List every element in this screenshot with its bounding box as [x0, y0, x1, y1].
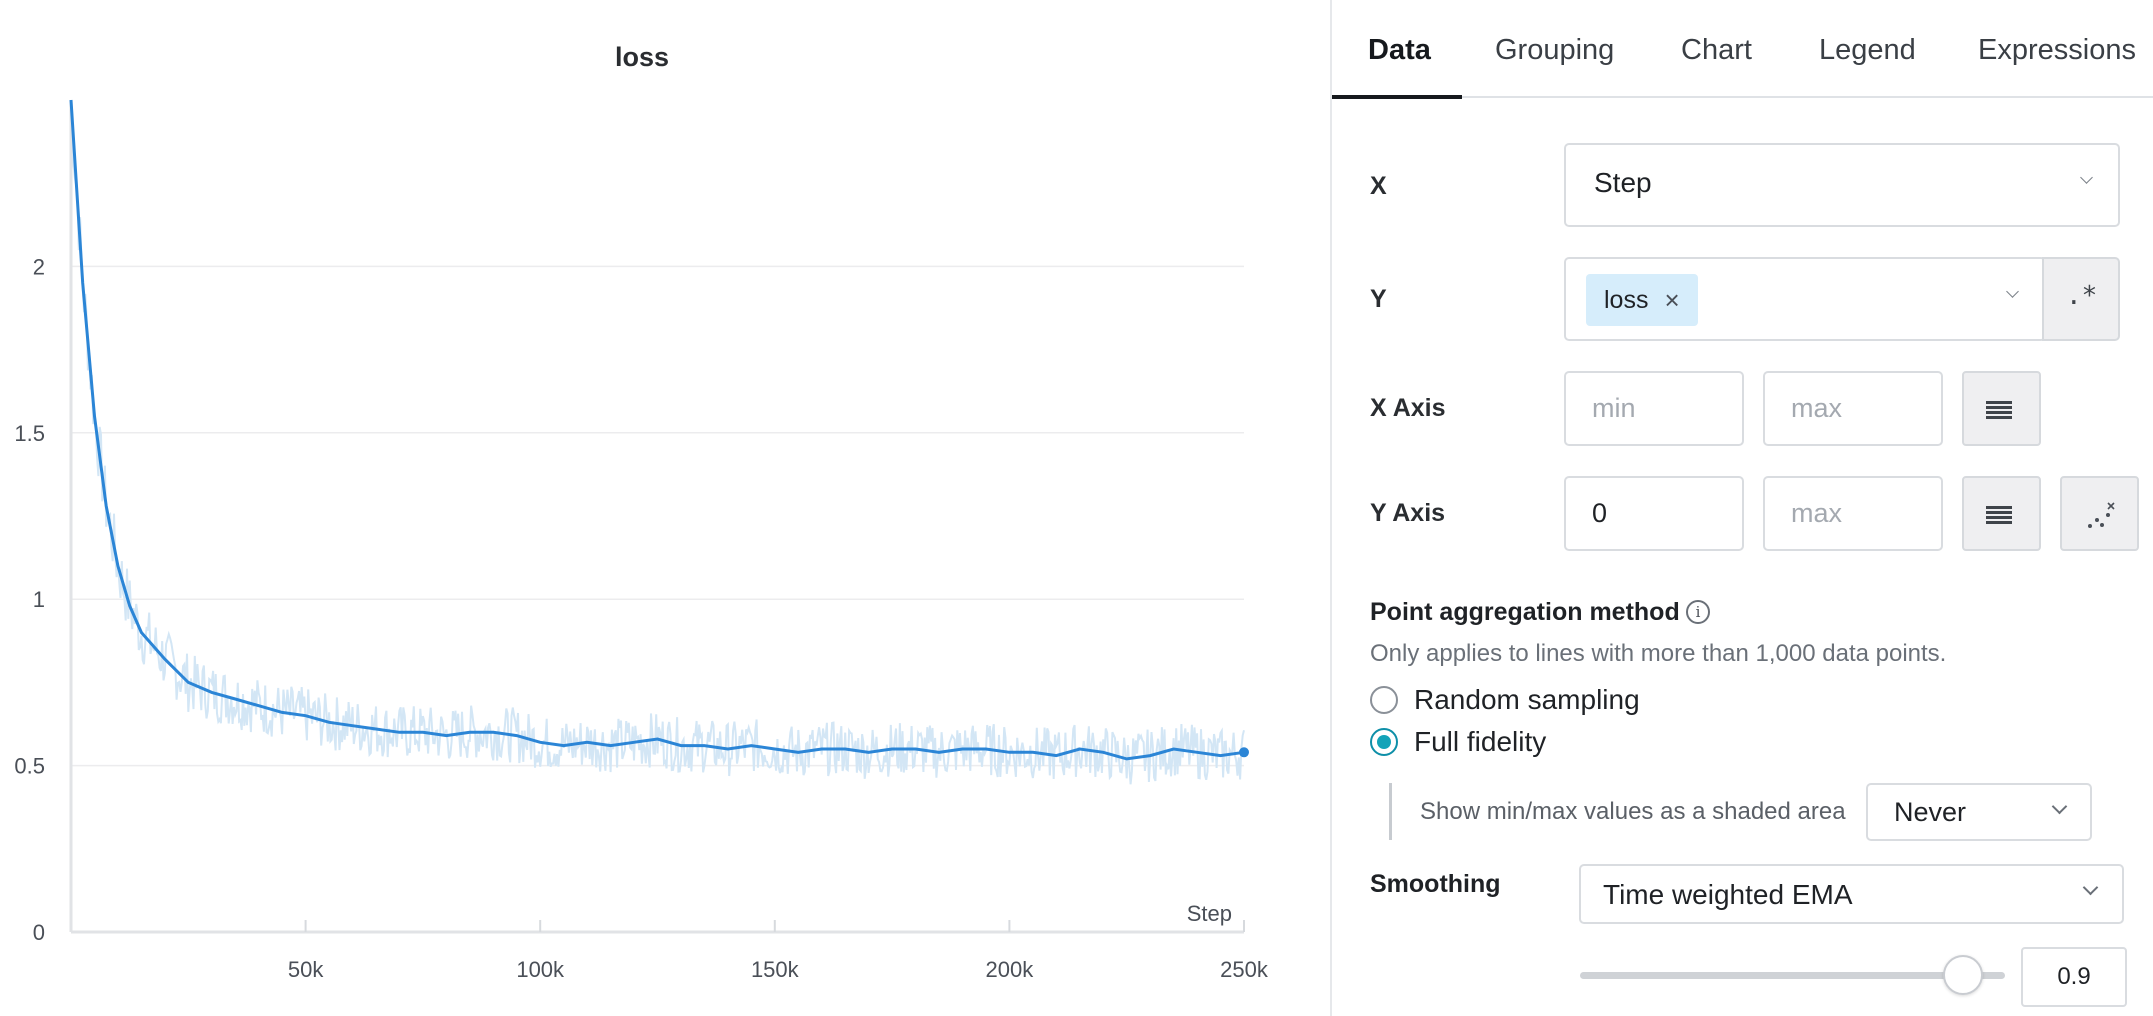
smoothing-method-value: Time weighted EMA — [1603, 879, 1853, 910]
smoothing-slider-thumb[interactable] — [1942, 955, 1983, 995]
linear-scale-icon — [1986, 401, 2012, 404]
y-axis-min-value: 0 — [1592, 498, 1608, 528]
y-axis-min-input[interactable]: 0 — [1564, 476, 1744, 551]
x-axis-max-input[interactable]: max — [1763, 371, 1943, 446]
shaded-area-select[interactable]: Never — [1866, 783, 2092, 841]
log-scale-icon — [2088, 502, 2115, 528]
tab-legend[interactable]: Legend — [1819, 34, 1916, 66]
grid-lines — [71, 265, 1244, 767]
y-axis-log-scale-button[interactable] — [2060, 476, 2139, 551]
y-chip-label: loss — [1604, 285, 1649, 314]
chevron-down-icon — [2051, 798, 2068, 815]
x-axis-min-placeholder: min — [1592, 393, 1636, 423]
aggregation-hint: Only applies to lines with more than 1,0… — [1370, 640, 1947, 667]
x-tick-label: 150k — [751, 957, 800, 982]
shaded-area-value: Never — [1894, 797, 1967, 827]
series-end-point — [1239, 747, 1249, 758]
tab-bar: Data Grouping Chart Legend Expressions — [1332, 0, 2153, 99]
smoothing-slider-track[interactable] — [1580, 972, 2005, 979]
chart-panel: loss 0 0.5 1 1.5 2 50k 100k 150k 200k 250k Step — [14, 42, 1269, 982]
x-tick-label: 200k — [986, 957, 1035, 982]
y-axis-max-input[interactable]: max — [1763, 476, 1943, 551]
chevron-down-icon — [2082, 879, 2099, 896]
shaded-area-label: Show min/max values as a shaded area — [1420, 798, 1846, 825]
x-axis-label: Step — [1187, 901, 1232, 926]
close-icon[interactable]: × — [1664, 284, 1680, 315]
y-axis-label: Y Axis — [1370, 499, 1446, 527]
y-axis-max-placeholder: max — [1791, 498, 1843, 528]
aggregation-title: Point aggregation method — [1370, 598, 1680, 626]
smoothing-label: Smoothing — [1370, 870, 1501, 898]
radio-random-sampling[interactable]: Random sampling — [1370, 684, 1640, 716]
tab-chart[interactable]: Chart — [1681, 34, 1752, 66]
radio-full-fidelity-input[interactable] — [1370, 728, 1398, 756]
x-tick-label: 250k — [1220, 957, 1269, 982]
active-tab-indicator — [1332, 95, 1462, 99]
y-tick-label: 1 — [33, 587, 45, 612]
smoothing-method-select[interactable]: Time weighted EMA — [1579, 864, 2124, 924]
x-tick-label: 50k — [288, 957, 324, 982]
x-select[interactable]: Step — [1564, 143, 2120, 227]
y-tick-label: 0.5 — [14, 754, 45, 779]
chart-title: loss — [615, 42, 669, 72]
radio-full-fidelity-label: Full fidelity — [1414, 726, 1547, 757]
chevron-down-icon — [2006, 285, 2019, 298]
x-tick-label: 100k — [516, 957, 565, 982]
radio-random-sampling-input[interactable] — [1370, 686, 1398, 714]
x-axis-linear-scale-button[interactable] — [1962, 371, 2041, 446]
regex-icon: .* — [2066, 281, 2098, 311]
y-axis-linear-scale-button[interactable] — [1962, 476, 2041, 551]
radio-full-fidelity[interactable]: Full fidelity — [1370, 726, 1546, 758]
regex-toggle-button[interactable]: .* — [2042, 257, 2120, 341]
indent-bar — [1389, 783, 1392, 840]
tab-data[interactable]: Data — [1368, 34, 1431, 66]
linear-scale-icon — [1986, 506, 2012, 509]
info-icon[interactable]: i — [1686, 600, 1710, 624]
y-label: Y — [1370, 285, 1387, 313]
y-tick-label: 0 — [33, 920, 45, 945]
x-axis-max-placeholder: max — [1791, 393, 1843, 423]
tab-grouping[interactable]: Grouping — [1495, 34, 1615, 66]
y-tick-label: 2 — [33, 254, 45, 279]
x-axis-label: X Axis — [1370, 394, 1446, 422]
chevron-down-icon — [2080, 171, 2093, 184]
raw-loss-line — [70, 100, 1245, 785]
x-label: X — [1370, 172, 1387, 200]
tab-expressions[interactable]: Expressions — [1978, 34, 2136, 66]
y-tick-label: 1.5 — [14, 421, 45, 446]
smoothing-value-input[interactable]: 0.9 — [2021, 947, 2127, 1007]
settings-panel: Data Grouping Chart Legend Expressions X… — [1330, 0, 2153, 1016]
smoothed-loss-line — [69, 99, 1245, 761]
y-select[interactable]: loss × — [1564, 257, 2046, 341]
y-chip-loss: loss × — [1586, 274, 1698, 326]
x-select-value: Step — [1594, 167, 1652, 198]
x-axis-min-input[interactable]: min — [1564, 371, 1744, 446]
radio-random-sampling-label: Random sampling — [1414, 684, 1640, 715]
